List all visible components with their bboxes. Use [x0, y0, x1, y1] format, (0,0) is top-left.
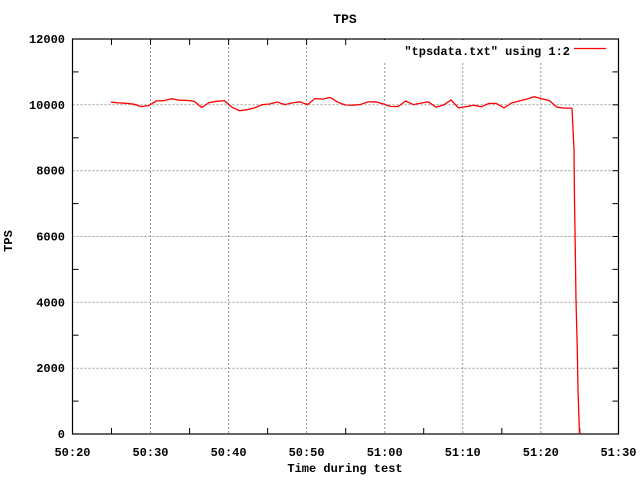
svg-text:50:20: 50:20: [54, 446, 90, 460]
svg-text:51:30: 51:30: [600, 446, 636, 460]
svg-text:6000: 6000: [36, 231, 65, 245]
svg-text:12000: 12000: [29, 33, 65, 47]
svg-text:51:10: 51:10: [445, 446, 481, 460]
svg-text:51:20: 51:20: [523, 446, 559, 460]
svg-text:50:40: 50:40: [211, 446, 247, 460]
svg-text:50:50: 50:50: [289, 446, 325, 460]
svg-text:"tpsdata.txt" using 1:2: "tpsdata.txt" using 1:2: [404, 45, 570, 59]
svg-text:8000: 8000: [36, 165, 65, 179]
svg-text:2000: 2000: [36, 362, 65, 376]
svg-text:Time during test: Time during test: [287, 462, 402, 476]
svg-text:4000: 4000: [36, 296, 65, 310]
svg-text:0: 0: [58, 428, 65, 442]
svg-text:50:30: 50:30: [132, 446, 168, 460]
svg-text:TPS: TPS: [2, 230, 16, 252]
svg-text:10000: 10000: [29, 99, 65, 113]
svg-text:TPS: TPS: [333, 12, 357, 27]
svg-text:51:00: 51:00: [367, 446, 403, 460]
